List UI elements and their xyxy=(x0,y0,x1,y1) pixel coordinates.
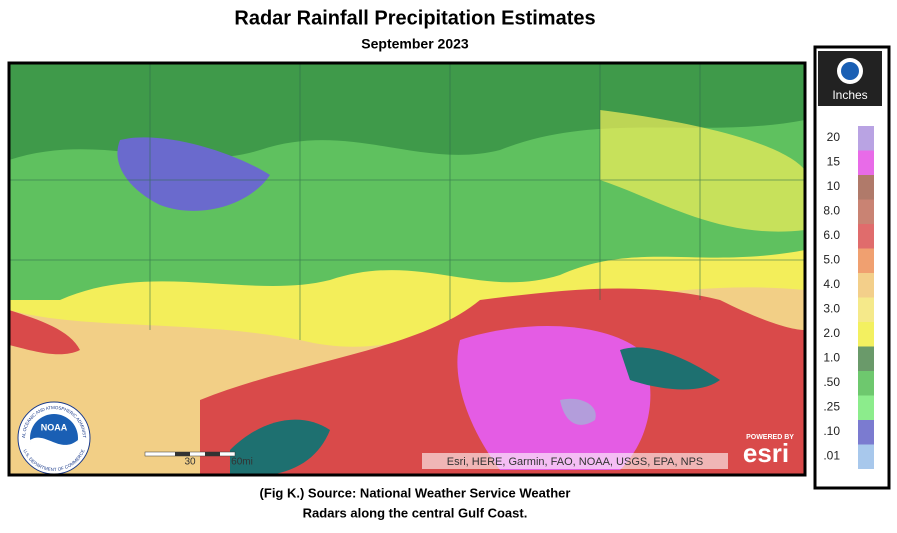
legend-frame xyxy=(813,45,891,490)
coastal-water xyxy=(230,419,330,475)
map-frame xyxy=(7,61,807,477)
yellow-patch xyxy=(600,110,805,232)
scale-label: 30 xyxy=(184,457,196,468)
legend-label: 15 xyxy=(827,155,841,169)
legend-label: .25 xyxy=(823,400,840,414)
legend-label: 10 xyxy=(827,179,841,193)
noaa-text: NOAA xyxy=(41,422,68,432)
legend-label: 4.0 xyxy=(823,277,840,291)
legend-swatch xyxy=(858,297,874,322)
legend-swatch xyxy=(858,273,874,298)
red-patch xyxy=(9,310,80,355)
scale-label: 60mi xyxy=(231,457,253,468)
legend-swatch xyxy=(858,420,874,445)
caption-line: Radars along the central Gulf Coast. xyxy=(303,505,528,520)
bay-water xyxy=(620,347,720,390)
attribution-bg xyxy=(422,453,728,469)
scale-bar: 30 60mi xyxy=(144,451,253,468)
title: Radar Rainfall Precipitation Estimates xyxy=(234,7,595,29)
magenta-region xyxy=(457,326,651,470)
legend-swatch xyxy=(858,150,874,175)
legend-swatch xyxy=(858,444,874,469)
legend-swatch xyxy=(858,224,874,249)
legend-swatch xyxy=(858,322,874,347)
lavender-patch xyxy=(560,398,596,425)
blue-region xyxy=(117,137,270,211)
legend-swatch xyxy=(858,371,874,396)
legend-label: 8.0 xyxy=(823,204,840,218)
boundaries xyxy=(9,63,805,340)
legend-label: .50 xyxy=(823,375,840,389)
legend-label: .10 xyxy=(823,424,840,438)
legend-swatch xyxy=(858,248,874,273)
legend-label: .01 xyxy=(823,449,840,463)
legend-label: 2.0 xyxy=(823,326,840,340)
legend-swatch xyxy=(858,126,874,151)
legend: Inches 20 15 10 8.0 6.0 5.0 4.0 3.0 2.0 1.0 .50 .25… xyxy=(813,45,891,490)
esri-logo: esri xyxy=(743,438,789,468)
caption-line: (Fig K.) Source: National Weather Servic… xyxy=(260,485,571,500)
legend-logo-inner xyxy=(841,62,859,80)
legend-swatch xyxy=(858,199,874,224)
legend-swatch xyxy=(858,395,874,420)
legend-label: 5.0 xyxy=(823,253,840,267)
legend-swatch xyxy=(858,346,874,371)
legend-label: 3.0 xyxy=(823,302,840,316)
subtitle: September 2023 xyxy=(361,36,469,52)
legend-swatch xyxy=(858,175,874,200)
attribution: Esri, HERE, Garmin, FAO, NOAA, USGS, EPA… xyxy=(447,456,704,468)
legend-label: 6.0 xyxy=(823,228,840,242)
esri-powered-by: POWERED BY xyxy=(746,434,794,441)
rainfall-map: NOAA NATIONAL OCEANIC AND ATMOSPHERIC AD… xyxy=(9,63,805,475)
legend-label: 20 xyxy=(827,130,841,144)
dark-green-region xyxy=(9,63,805,160)
legend-title: Inches xyxy=(832,88,867,102)
legend-label: 1.0 xyxy=(823,351,840,365)
